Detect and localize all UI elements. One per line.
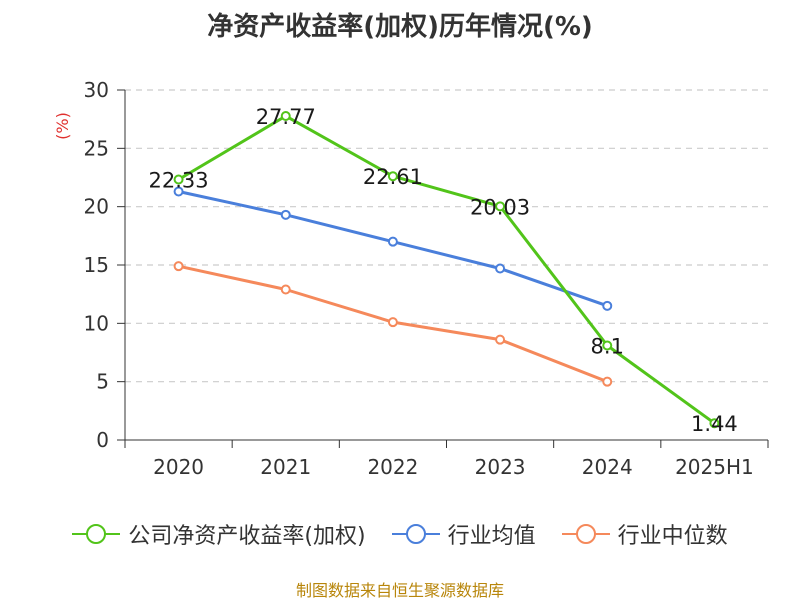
data-point bbox=[602, 300, 613, 311]
legend-swatch-company bbox=[72, 524, 121, 544]
x-tick-label: 2025H1 bbox=[675, 455, 754, 479]
grid-lines bbox=[125, 89, 768, 383]
x-tick-label: 2021 bbox=[260, 455, 311, 479]
series-lines bbox=[173, 111, 720, 429]
data-point bbox=[709, 418, 720, 429]
data-label: 22.33 bbox=[149, 168, 209, 192]
x-tick-label: 2024 bbox=[582, 455, 633, 479]
y-tick-label: 10 bbox=[84, 311, 109, 335]
data-point bbox=[173, 186, 184, 197]
x-tick-label: 2023 bbox=[475, 455, 526, 479]
y-tick-label: 5 bbox=[96, 370, 109, 394]
legend-label-industry-mean: 行业均值 bbox=[447, 524, 536, 549]
data-source-note: 制图数据来自恒生聚源数据库 bbox=[295, 581, 504, 600]
legend-swatch-industry-mean bbox=[391, 524, 440, 544]
data-point bbox=[602, 376, 613, 387]
data-point bbox=[280, 209, 291, 220]
data-label: 8.1 bbox=[591, 335, 624, 359]
data-point bbox=[387, 317, 398, 328]
legend-swatch-industry-median bbox=[561, 524, 610, 544]
data-point bbox=[495, 334, 506, 345]
data-label: 22.61 bbox=[363, 165, 423, 189]
y-tick-label: 15 bbox=[84, 253, 109, 277]
data-point bbox=[387, 236, 398, 247]
legend-label-industry-median: 行业中位数 bbox=[617, 524, 728, 549]
data-labels: 22.33 27.77 22.61 20.03 8.1 1.44 bbox=[149, 105, 738, 436]
y-axis-title: (%) bbox=[53, 112, 72, 140]
data-label: 1.44 bbox=[691, 412, 738, 436]
data-point bbox=[280, 111, 291, 122]
legend-item-company[interactable]: 公司净资产收益率(加权) bbox=[72, 518, 366, 550]
x-tick-label: 2022 bbox=[367, 455, 418, 479]
series-line bbox=[177, 114, 716, 425]
legend-label-company: 公司净资产收益率(加权) bbox=[128, 524, 366, 549]
data-point bbox=[173, 261, 184, 272]
series-line bbox=[178, 190, 608, 308]
data-point bbox=[495, 263, 506, 274]
data-label: 20.03 bbox=[470, 195, 530, 219]
data-point bbox=[602, 340, 613, 351]
axes: 0 5 10 15 20 25 30 2020 2021 2022 2023 2024 2025H1 (%… bbox=[53, 78, 769, 479]
data-label: 27.77 bbox=[256, 105, 316, 129]
x-tick-label: 2020 bbox=[153, 455, 204, 479]
y-tick-label: 30 bbox=[84, 78, 109, 102]
y-tick-label: 0 bbox=[96, 428, 109, 452]
data-point bbox=[387, 171, 398, 182]
y-tick-label: 20 bbox=[84, 195, 109, 219]
legend-item-industry-median[interactable]: 行业中位数 bbox=[561, 518, 728, 550]
y-tick-label: 25 bbox=[84, 136, 109, 160]
data-point bbox=[495, 201, 506, 212]
data-point bbox=[280, 284, 291, 295]
legend: 公司净资产收益率(加权) 行业均值 行业中位数 bbox=[0, 518, 800, 550]
chart-title: 净资产收益率(加权)历年情况(%) bbox=[207, 12, 593, 42]
data-point bbox=[173, 174, 184, 185]
legend-item-industry-mean[interactable]: 行业均值 bbox=[391, 518, 536, 550]
